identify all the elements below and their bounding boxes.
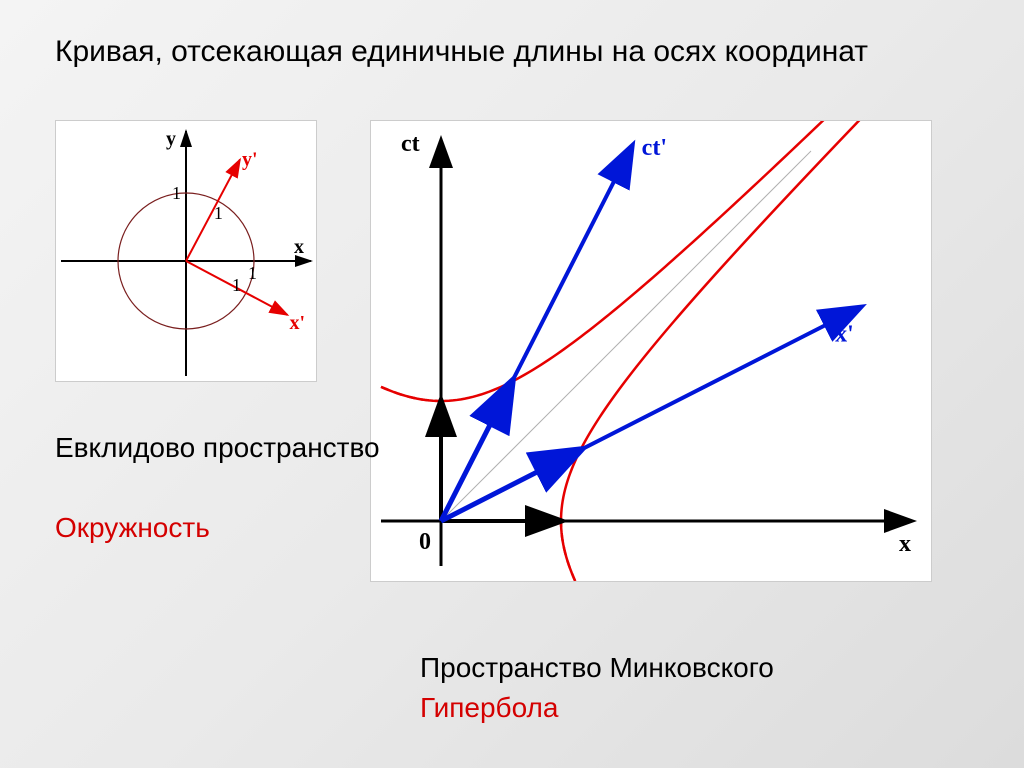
svg-text:1: 1 xyxy=(214,203,223,223)
svg-text:1: 1 xyxy=(172,183,181,203)
minkowski-caption: Пространство Минковского xyxy=(420,650,774,685)
minkowski-diagram: x ct 0 x' ct' xyxy=(370,120,932,582)
slide: Кривая, отсекающая единичные длины на ос… xyxy=(0,0,1024,768)
svg-text:x: x xyxy=(294,236,304,258)
minkowski-svg: x ct 0 x' ct' xyxy=(371,121,931,581)
svg-text:ct': ct' xyxy=(642,135,667,161)
svg-text:y: y xyxy=(166,128,176,150)
euclidean-diagram: xyy'x'1111 xyxy=(55,120,317,382)
svg-text:0: 0 xyxy=(419,529,431,555)
svg-text:y': y' xyxy=(242,148,258,170)
slide-title: Кривая, отсекающая единичные длины на ос… xyxy=(55,35,969,69)
svg-text:1: 1 xyxy=(232,275,241,295)
euclid-caption: Евклидово пространство xyxy=(55,430,380,465)
svg-text:x: x xyxy=(899,531,911,557)
euclidean-svg: xyy'x'1111 xyxy=(56,121,316,381)
minkowski-curve-label: Гипербола xyxy=(420,690,558,725)
svg-text:1: 1 xyxy=(248,263,257,283)
euclid-curve-label: Окружность xyxy=(55,510,210,545)
svg-text:x': x' xyxy=(290,312,306,334)
svg-text:ct: ct xyxy=(401,131,420,157)
svg-text:x': x' xyxy=(835,322,854,348)
